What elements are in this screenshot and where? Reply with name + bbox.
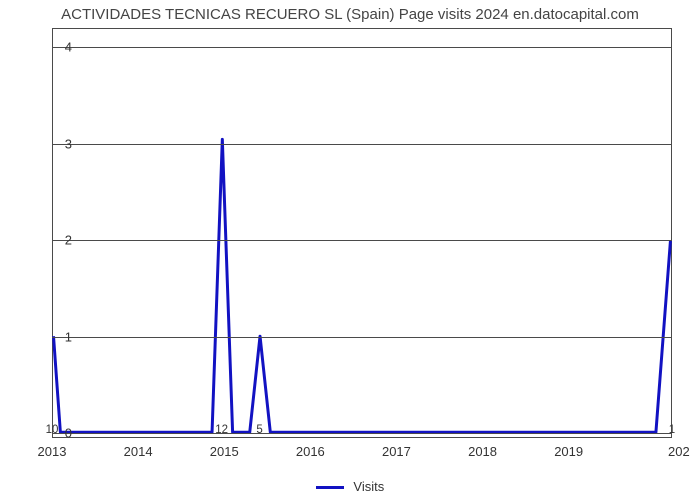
y-gridline [52, 433, 672, 434]
legend-swatch [316, 486, 344, 489]
x-tick-label: 2017 [382, 444, 411, 459]
y-gridline [52, 337, 672, 338]
x-tick-label: 2018 [468, 444, 497, 459]
y-tick-label: 1 [32, 330, 72, 343]
x-tick-label: 2019 [554, 444, 583, 459]
plot-area [52, 28, 672, 438]
y-gridline [52, 240, 672, 241]
x-tick-label: 2016 [296, 444, 325, 459]
x-tick-label: 2014 [124, 444, 153, 459]
point-annotation: 12 [215, 424, 228, 436]
point-annotation: 1 [669, 424, 675, 436]
legend-label: Visits [353, 479, 384, 494]
point-annotation: 10 [46, 424, 59, 436]
x-tick-label: 2013 [38, 444, 67, 459]
series-line [54, 139, 671, 432]
legend: Visits [0, 479, 700, 494]
y-tick-label: 4 [32, 41, 72, 54]
y-gridline [52, 47, 672, 48]
x-tick-label: 202 [668, 444, 690, 459]
series-layer [53, 29, 671, 437]
y-gridline [52, 144, 672, 145]
y-tick-label: 2 [32, 234, 72, 247]
y-tick-label: 3 [32, 137, 72, 150]
chart-title: ACTIVIDADES TECNICAS RECUERO SL (Spain) … [0, 6, 700, 23]
line-chart: ACTIVIDADES TECNICAS RECUERO SL (Spain) … [0, 0, 700, 500]
x-tick-label: 2015 [210, 444, 239, 459]
point-annotation: 5 [256, 424, 262, 436]
